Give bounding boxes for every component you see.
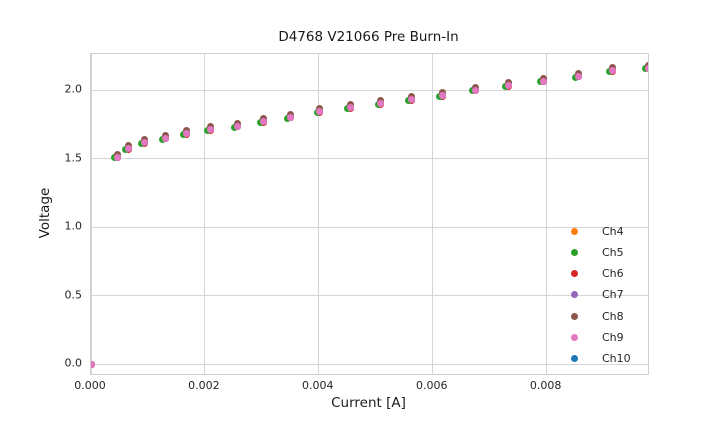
- x-gridline: [318, 54, 320, 374]
- x-tick-label: 0.000: [74, 379, 106, 392]
- y-gridline: [91, 89, 648, 91]
- legend-entry-ch6: Ch6: [571, 266, 624, 282]
- data-point: [438, 92, 446, 99]
- legend-entry-ch8: Ch8: [571, 308, 624, 324]
- y-gridline: [91, 158, 648, 160]
- x-gridline: [91, 54, 92, 374]
- y-tick-label: 0.0: [64, 356, 83, 370]
- legend-entry-ch9: Ch9: [571, 330, 624, 346]
- legend-label: Ch8: [602, 309, 624, 323]
- data-point: [504, 82, 512, 90]
- y-tick-label: 2.0: [64, 82, 83, 96]
- legend-entry-ch5: Ch5: [571, 244, 624, 260]
- data-point: [286, 113, 294, 121]
- data-point: [233, 122, 241, 130]
- legend-marker-icon: [571, 334, 578, 342]
- x-gridline: [432, 54, 434, 374]
- legend-marker-icon: [571, 227, 578, 235]
- data-point: [161, 134, 169, 142]
- legend-label: Ch6: [602, 267, 624, 281]
- legend-marker-icon: [571, 270, 578, 278]
- data-point: [377, 100, 385, 108]
- data-point: [609, 67, 617, 75]
- data-point: [540, 77, 548, 85]
- data-point: [125, 145, 133, 153]
- data-point: [644, 64, 648, 72]
- data-point: [91, 360, 95, 368]
- data-point: [408, 96, 416, 104]
- legend: Ch4 Ch5 Ch6 Ch7 Ch8 Ch9 Ch10: [91, 54, 648, 374]
- legend-marker-icon: [571, 312, 578, 320]
- y-tick-label: 1.0: [64, 219, 83, 233]
- data-point: [575, 72, 583, 80]
- y-gridline: [91, 226, 648, 228]
- data-point: [207, 126, 215, 134]
- x-tick-label: 0.008: [529, 379, 562, 392]
- y-gridline: [91, 363, 648, 365]
- x-gridline: [204, 54, 206, 374]
- x-tick-label: 0.002: [188, 379, 220, 392]
- data-point: [141, 139, 149, 147]
- legend-label: Ch5: [602, 245, 624, 259]
- x-axis-label: Current [A]: [331, 395, 406, 411]
- data-point: [316, 108, 324, 116]
- data-point: [346, 104, 354, 112]
- x-gridline: [546, 54, 548, 374]
- data-point: [183, 130, 191, 138]
- data-point: [471, 86, 479, 94]
- x-tick-label: 0.006: [415, 379, 448, 392]
- data-point: [260, 118, 268, 126]
- chart-title: D4768 V21066 Pre Burn-In: [278, 29, 459, 45]
- y-tick-label: 1.5: [64, 151, 83, 165]
- data-point: [113, 153, 121, 161]
- plot-area: Ch4 Ch5 Ch6 Ch7 Ch8 Ch9 Ch10: [90, 53, 649, 375]
- legend-marker-icon: [571, 248, 578, 256]
- y-tick-label: 0.5: [64, 288, 83, 301]
- x-tick-label: 0.004: [302, 379, 334, 392]
- legend-marker-icon: [571, 355, 578, 363]
- legend-label: Ch9: [602, 331, 624, 345]
- legend-entry-ch4: Ch4: [571, 223, 624, 239]
- y-gridline: [91, 295, 648, 296]
- legend-entry-ch10: Ch10: [571, 351, 631, 367]
